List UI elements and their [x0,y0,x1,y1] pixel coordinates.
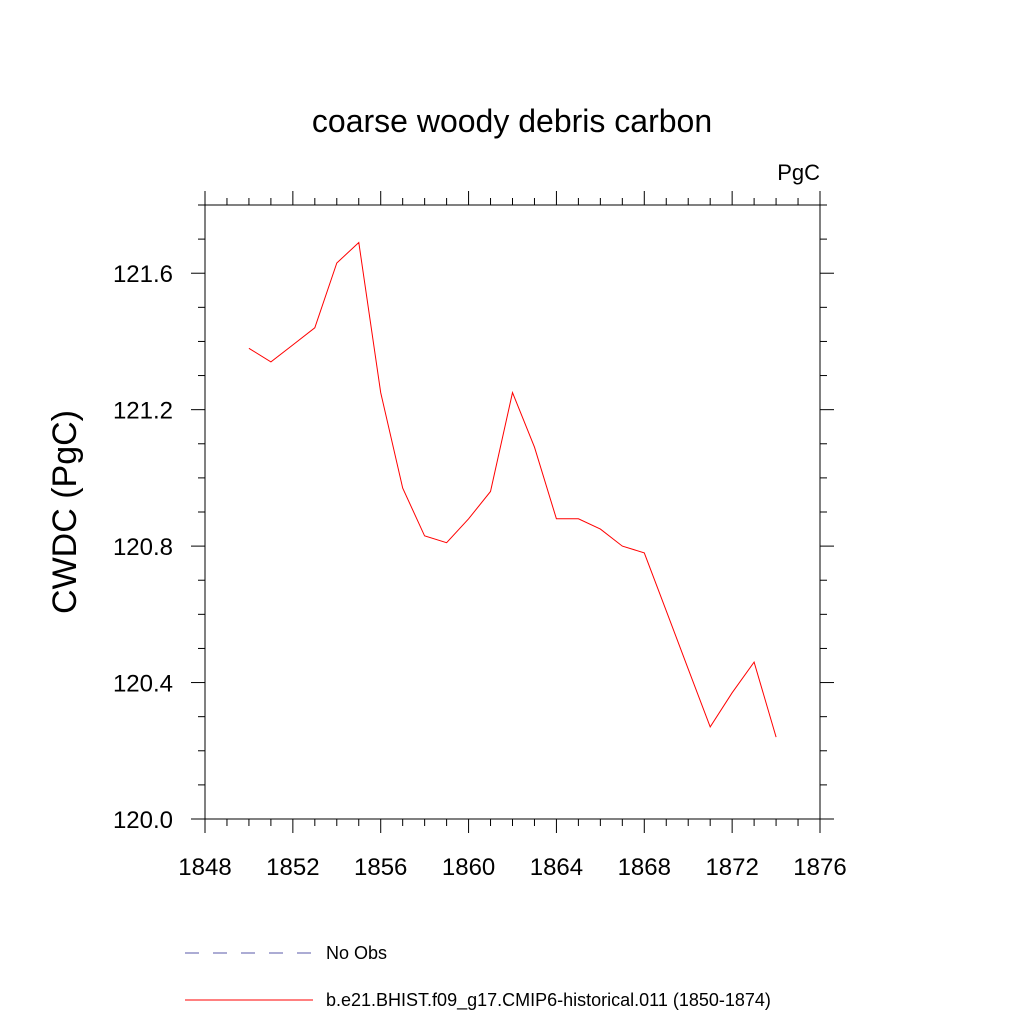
plot-frame [204,204,821,820]
legend-label-no-obs: No Obs [326,943,387,963]
y-tick-label: 120.8 [113,534,173,561]
x-tick-label: 1856 [354,854,407,881]
series-line [248,241,777,738]
x-tick-label: 1876 [793,854,846,881]
series-layer [248,241,777,738]
y-axis: 120.0 120.4 120.8 121.2 121.6 [113,204,834,834]
x-tick-label: 1860 [442,854,495,881]
y-tick-label: 121.6 [113,261,173,288]
units-label: PgC [777,160,820,185]
x-axis: 1848 1852 1856 1860 1864 1868 1872 1876 [178,191,847,881]
legend-label-model: b.e21.BHIST.f09_g17.CMIP6-historical.011… [326,990,771,1011]
legend: No Obs b.e21.BHIST.f09_g17.CMIP6-histori… [185,943,771,1011]
y-axis-label: CWDC (PgC) [46,410,84,614]
x-tick-label: 1872 [705,854,758,881]
chart-title: coarse woody debris carbon [312,103,712,139]
y-tick-label: 120.4 [113,671,173,698]
x-tick-label: 1848 [178,854,231,881]
x-tick-label: 1864 [530,854,583,881]
x-tick-label: 1868 [618,854,671,881]
y-tick-label: 120.0 [113,807,173,834]
x-tick-label: 1852 [266,854,319,881]
y-tick-label: 121.2 [113,398,173,425]
